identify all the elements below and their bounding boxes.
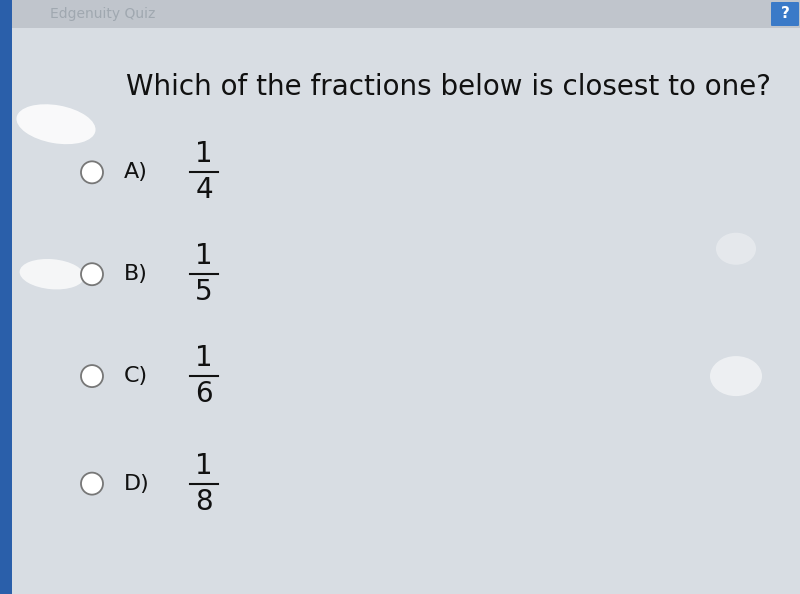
Text: ?: ? (781, 7, 790, 21)
Bar (0, 0, 12, 594)
Ellipse shape (17, 105, 95, 144)
Text: C): C) (124, 366, 148, 386)
Text: 5: 5 (195, 278, 213, 307)
Text: 8: 8 (195, 488, 213, 516)
Circle shape (81, 473, 103, 495)
Text: 4: 4 (195, 176, 213, 204)
Text: 1: 1 (195, 140, 213, 168)
Circle shape (81, 263, 103, 285)
Circle shape (81, 365, 103, 387)
Ellipse shape (19, 259, 85, 289)
Bar (0, 0, 800, 28)
Text: 1: 1 (195, 344, 213, 372)
Ellipse shape (710, 356, 762, 396)
FancyBboxPatch shape (771, 2, 799, 26)
Text: B): B) (124, 264, 148, 284)
Text: 1: 1 (195, 451, 213, 479)
Text: Edgenuity Quiz: Edgenuity Quiz (50, 7, 155, 21)
Text: A): A) (124, 162, 148, 182)
Circle shape (81, 162, 103, 184)
Text: D): D) (124, 473, 150, 494)
Text: 1: 1 (195, 242, 213, 270)
Ellipse shape (716, 233, 756, 265)
Text: Which of the fractions below is closest to one?: Which of the fractions below is closest … (126, 74, 770, 102)
Text: 6: 6 (195, 380, 213, 408)
